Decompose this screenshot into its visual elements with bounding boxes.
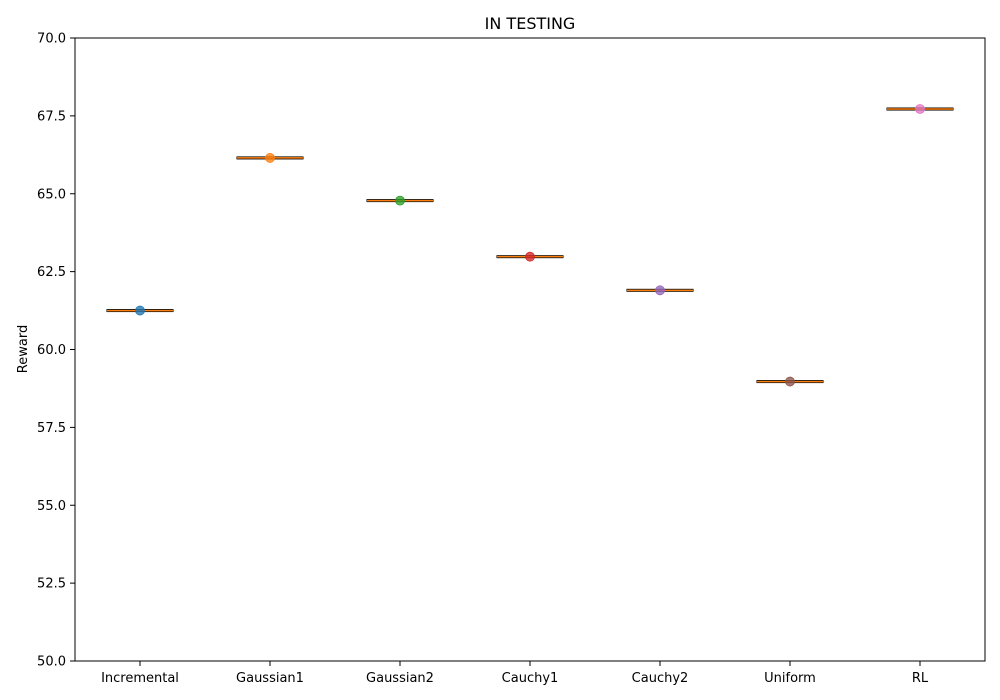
data-point-2 bbox=[395, 195, 405, 206]
plot-frame bbox=[74, 37, 986, 662]
plot-layer: 50.0 52.5 55.0 57.5 60.0 62.5 65.0 67.5 70.0 Incr… bbox=[37, 32, 954, 686]
y-tick-label-6: 65.0 bbox=[37, 187, 66, 202]
y-tick-label-2: 55.0 bbox=[37, 499, 66, 514]
x-tick-label-6: RL bbox=[912, 671, 929, 686]
data-point-4 bbox=[655, 285, 665, 296]
data-point-5 bbox=[785, 376, 795, 387]
x-tick-label-2: Gaussian2 bbox=[366, 671, 434, 686]
x-tick-label-0: Incremental bbox=[101, 671, 179, 686]
y-axis-label: Reward bbox=[16, 325, 31, 373]
y-tick-label-4: 60.0 bbox=[37, 343, 66, 358]
x-tick-label-5: Uniform bbox=[764, 671, 816, 686]
y-tick-label-7: 67.5 bbox=[37, 109, 66, 124]
y-tick-label-0: 50.0 bbox=[37, 655, 66, 670]
data-point-6 bbox=[915, 104, 925, 114]
y-tick-label-1: 52.5 bbox=[37, 577, 66, 592]
x-tick-label-1: Gaussian1 bbox=[236, 671, 304, 686]
chart-title: IN TESTING bbox=[485, 14, 576, 33]
y-tick-label-8: 70.0 bbox=[37, 32, 66, 47]
x-tick-label-4: Cauchy2 bbox=[632, 671, 689, 686]
x-tick-label-3: Cauchy1 bbox=[502, 671, 559, 686]
data-point-3 bbox=[525, 251, 535, 262]
data-point-1 bbox=[265, 153, 275, 163]
y-tick-label-3: 57.5 bbox=[37, 421, 66, 436]
y-tick-label-5: 62.5 bbox=[37, 265, 66, 280]
data-point-0 bbox=[135, 305, 145, 316]
